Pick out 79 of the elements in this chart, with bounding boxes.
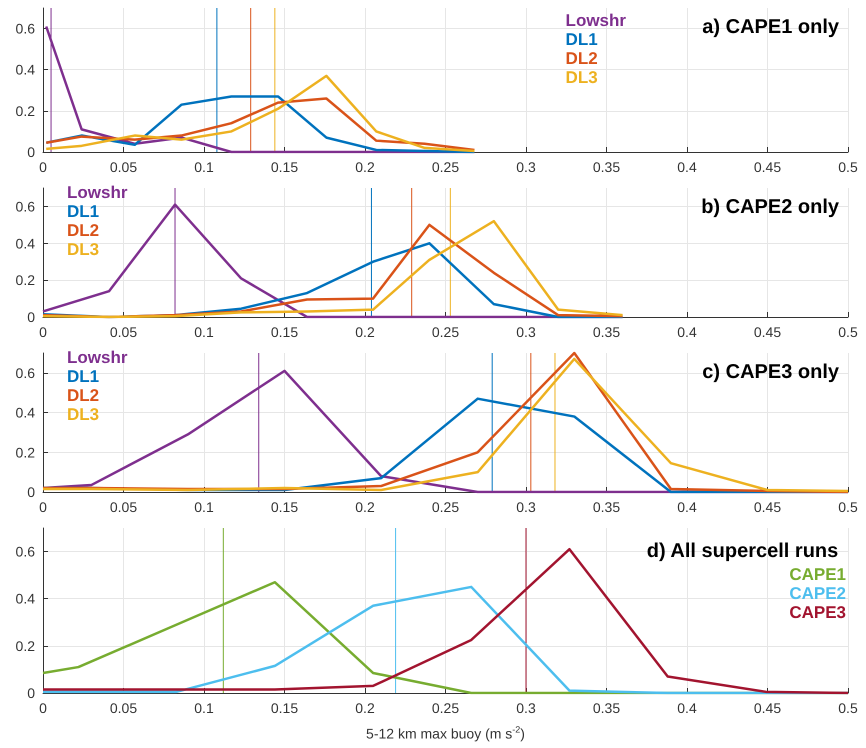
x-tick-label: 0.45 (754, 700, 782, 716)
x-tick-label: 0.35 (592, 159, 620, 175)
y-tick-label: 0.6 (16, 364, 36, 381)
text: DL2 (566, 49, 598, 68)
text: DL3 (566, 68, 598, 87)
y-tick-label: 0.2 (16, 102, 36, 119)
x-tick-label: 0.25 (432, 700, 460, 716)
x-tick-label: 0.4 (677, 159, 697, 175)
x-tick-label: 0.35 (592, 499, 620, 515)
y-tick-label: 0.4 (16, 404, 36, 421)
x-tick-label: 0 (39, 499, 48, 515)
text: DL3 (67, 240, 100, 259)
text: DL1 (67, 202, 100, 221)
x-tick-label: 0.2 (355, 324, 375, 340)
x-tick-label: 0.25 (432, 324, 460, 340)
text: DL2 (67, 221, 100, 240)
x-tick-label: 0.3 (516, 499, 536, 515)
text: CAPE2 (789, 584, 846, 603)
y-tick-label: 0.2 (16, 444, 36, 460)
x-tick-label: 0.25 (432, 499, 460, 515)
x-tick-label: 0.15 (270, 324, 298, 340)
y-tick-label: 0.6 (16, 20, 36, 37)
y-tick-label: 0 (27, 484, 36, 500)
y-tick-label: 0 (27, 144, 36, 160)
x-tick-label: 0.15 (270, 499, 298, 515)
x-tick-label: 0.3 (516, 324, 536, 340)
x-tick-label: 0.1 (194, 700, 214, 716)
x-tick-label: 0.4 (677, 700, 697, 716)
y-tick-label: 0.6 (16, 544, 36, 560)
x-tick-label: 0.5 (838, 159, 858, 175)
x-tick-label: 0.45 (754, 499, 782, 515)
x-tick-label: 0.2 (355, 499, 375, 515)
chart-title: c) CAPE3 only (702, 361, 840, 383)
text: Lowshr (67, 348, 128, 367)
text: Lowshr (566, 11, 626, 30)
x-tick-label: 0.3 (516, 159, 536, 175)
x-tick-label: 0.1 (194, 499, 214, 515)
text: DL3 (67, 405, 100, 424)
x-tick-label: 0.05 (110, 159, 138, 175)
text: DL1 (67, 367, 100, 386)
chart-title: b) CAPE2 only (701, 196, 840, 218)
x-tick-label: 0.15 (270, 700, 298, 716)
x-tick-label: 0.05 (110, 499, 138, 515)
text: Lowshr (67, 183, 128, 202)
x-tick-label: 0.3 (516, 700, 536, 716)
y-tick-label: 0.4 (16, 235, 36, 252)
x-tick-label: 0.25 (432, 159, 460, 175)
y-tick-label: 0 (27, 309, 36, 325)
x-tick-label: 0.5 (838, 700, 858, 716)
y-tick-label: 0.6 (16, 198, 36, 214)
x-tick-label: 0.5 (838, 499, 858, 515)
y-tick-label: 0.2 (16, 272, 36, 288)
x-tick-label: 0.2 (355, 159, 375, 175)
x-tick-label: 0.05 (110, 700, 138, 716)
x-tick-label: 0 (39, 324, 48, 340)
text: DL2 (67, 386, 100, 405)
text: d) All supercell runs (646, 540, 838, 562)
text: DL1 (566, 30, 598, 49)
x-tick-label: 0.5 (838, 324, 858, 340)
x-tick-label: 0 (39, 159, 48, 175)
text: CAPE1 (789, 565, 846, 584)
x-tick-label: 0.35 (592, 700, 620, 716)
x-tick-label: 0.4 (677, 324, 697, 340)
x-tick-label: 0.15 (270, 159, 298, 175)
x-tick-label: 0.1 (194, 159, 214, 175)
x-tick-label: 0.05 (110, 324, 138, 340)
x-tick-label: 0.1 (194, 324, 214, 340)
chart-title: a) CAPE1 only (702, 16, 840, 38)
y-tick-label: 0 (27, 685, 36, 701)
x-tick-label: 0 (39, 700, 48, 716)
text: CAPE3 (789, 603, 846, 622)
y-tick-label: 0.4 (16, 62, 36, 78)
y-tick-label: 0.4 (16, 590, 36, 607)
x-tick-label: 0.45 (754, 159, 782, 175)
x-tick-label: 0.45 (754, 324, 782, 340)
x-tick-label: 0.2 (355, 700, 375, 716)
x-tick-label: 0.35 (592, 324, 620, 340)
x-tick-label: 0.4 (677, 499, 697, 515)
y-tick-label: 0.2 (16, 638, 36, 654)
